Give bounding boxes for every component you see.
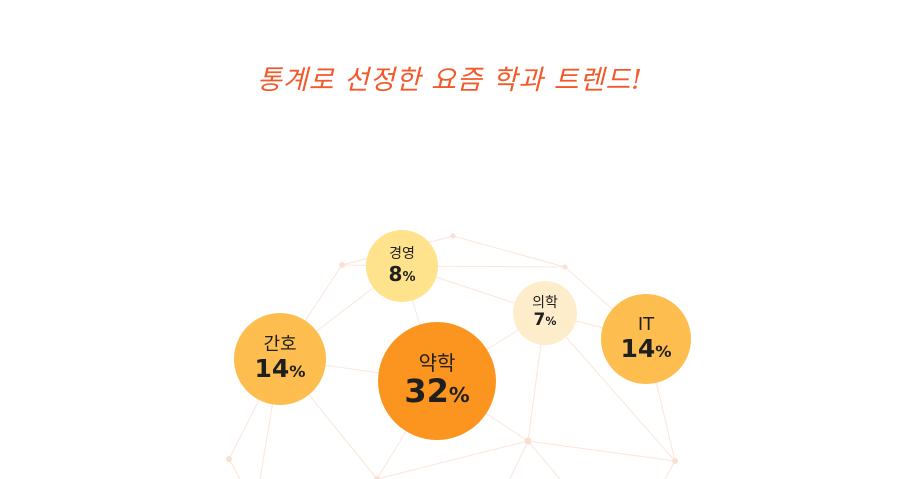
bubble-label: 약학 [418,351,456,376]
bubble-value: 8% [388,261,416,286]
bubble-business: 경영 8% [366,230,438,302]
bubble-label: 의학 [532,294,558,311]
bubble-value: 32% [404,372,470,411]
bubble-medicine: 의학 7% [513,281,577,345]
bubble-value: 14% [254,354,306,384]
bubble-value: 14% [620,334,672,364]
bubble-pharmacy: 약학 32% [378,322,496,440]
bubble-label: 간호 [263,334,297,356]
bubble-it: IT 14% [601,294,691,384]
bubble-value: 7% [533,310,557,331]
bubble-nursing: 간호 14% [234,313,326,405]
page-title: 통계로 선정한 요즘 학과 트렌드! [256,65,644,96]
bubble-label: IT [637,314,655,336]
bubble-label: 경영 [389,246,415,263]
